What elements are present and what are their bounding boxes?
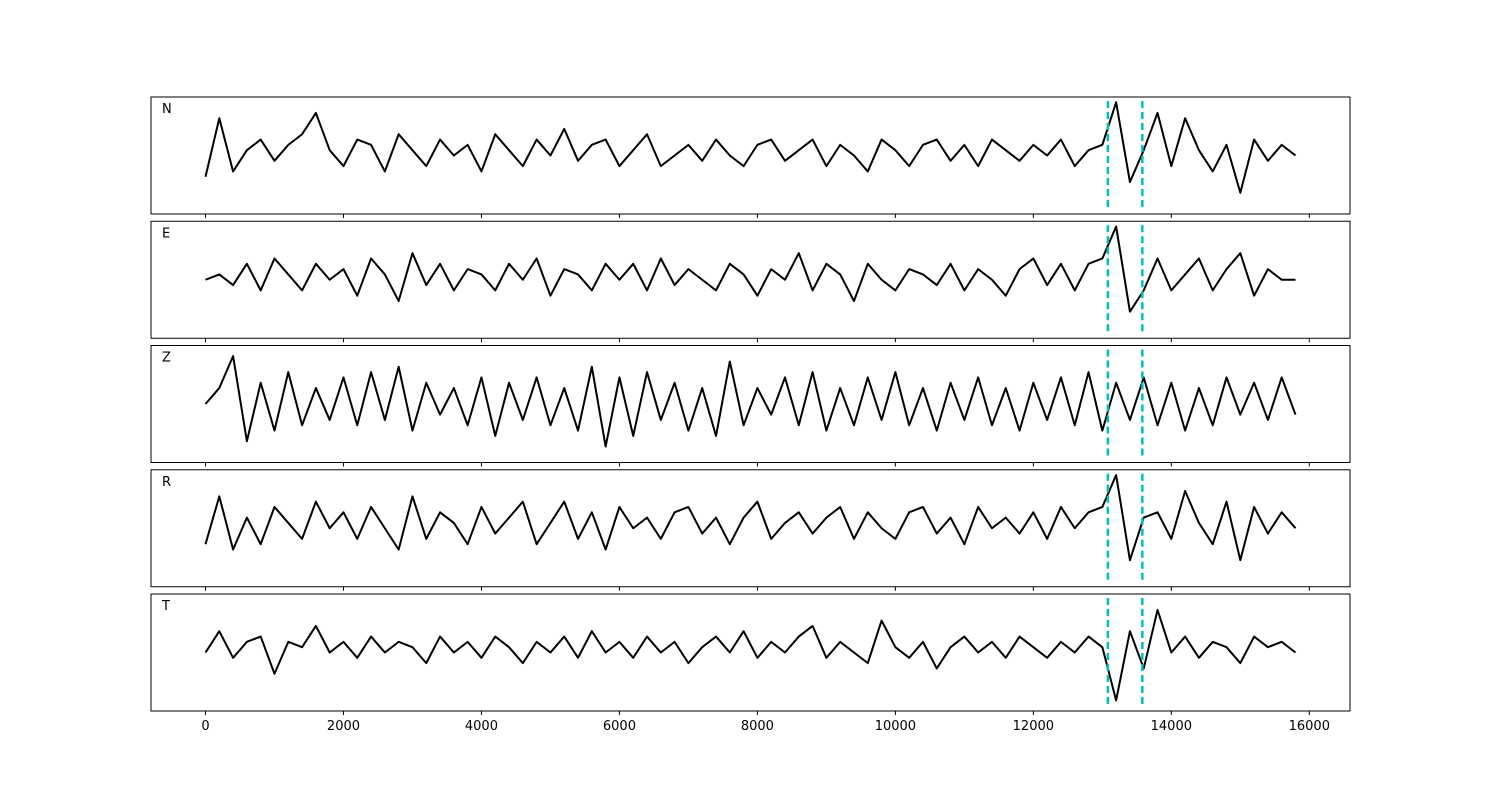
panel-frame: [150, 96, 1351, 215]
x-tick-label: 6000: [603, 719, 636, 734]
panel-frame: [150, 469, 1351, 588]
panel-label: T: [161, 599, 170, 614]
x-tick-label: 16000: [1289, 719, 1330, 734]
trace: [205, 225, 1296, 313]
x-tick-label: 4000: [465, 719, 498, 734]
trace: [204, 608, 1297, 702]
panel-frame: [150, 345, 1351, 463]
panel-label: Z: [162, 351, 171, 366]
x-tick-label: 8000: [741, 719, 774, 734]
trace: [204, 474, 1297, 562]
panel-frame: [150, 593, 1351, 712]
panel-label: N: [162, 102, 172, 117]
x-tick-label: 14000: [1151, 719, 1192, 734]
x-tick-label: 0: [201, 719, 209, 734]
trace: [204, 355, 1297, 448]
panel-frame: [150, 220, 1351, 339]
x-tick-label: 2000: [327, 719, 360, 734]
panel-label: E: [162, 226, 170, 241]
x-tick-label: 12000: [1013, 719, 1054, 734]
trace: [204, 101, 1297, 194]
x-tick-label: 10000: [875, 719, 916, 734]
panel-label: R: [162, 475, 171, 490]
